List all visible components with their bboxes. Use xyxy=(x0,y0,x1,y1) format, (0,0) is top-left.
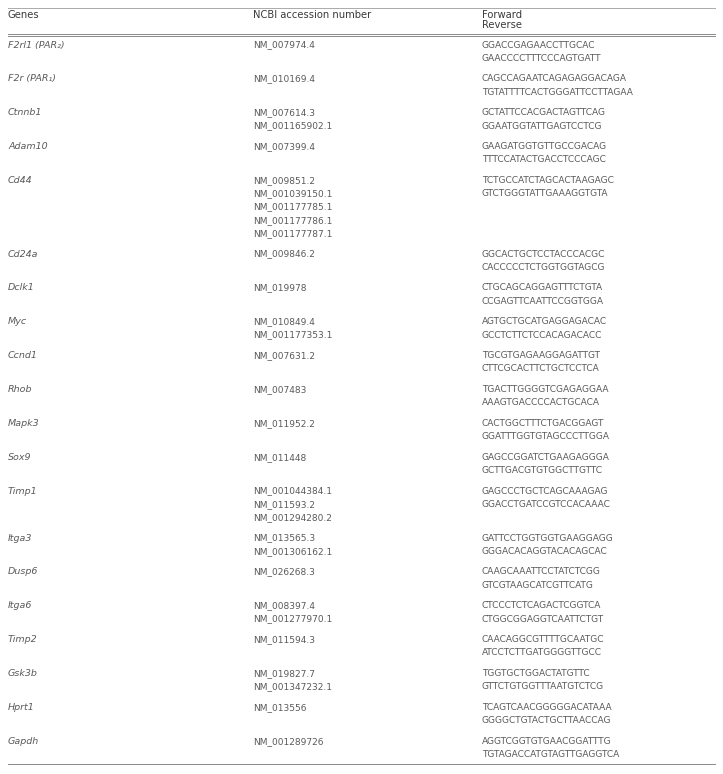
Text: CTTCGCACTTCTGCTCCTCA: CTTCGCACTTCTGCTCCTCA xyxy=(482,365,600,373)
Text: TGTAGACCATGTAGTTGAGGTCA: TGTAGACCATGTAGTTGAGGTCA xyxy=(482,750,620,759)
Text: TGGTGCTGGACTATGTTC: TGGTGCTGGACTATGTTC xyxy=(482,669,590,678)
Text: Cd44: Cd44 xyxy=(8,176,33,185)
Text: TGCGTGAGAAGGAGATTGT: TGCGTGAGAAGGAGATTGT xyxy=(482,351,600,360)
Text: Mapk3: Mapk3 xyxy=(8,419,40,428)
Text: NM_001177786.1: NM_001177786.1 xyxy=(253,216,333,224)
Text: GGAATGGTATTGAGTCCTCG: GGAATGGTATTGAGTCCTCG xyxy=(482,122,602,131)
Text: NM_001165902.1: NM_001165902.1 xyxy=(253,122,333,131)
Text: GGGGCTGTACTGCTTAACCAG: GGGGCTGTACTGCTTAACCAG xyxy=(482,716,612,725)
Text: CAGCCAGAATCAGAGAGGACAGA: CAGCCAGAATCAGAGAGGACAGA xyxy=(482,74,627,84)
Text: CTCCCTCTCAGACTCGGTCA: CTCCCTCTCAGACTCGGTCA xyxy=(482,601,602,611)
Text: Dclk1: Dclk1 xyxy=(8,283,35,293)
Text: NM_011952.2: NM_011952.2 xyxy=(253,419,315,428)
Text: NM_009846.2: NM_009846.2 xyxy=(253,249,315,259)
Text: NM_001289726: NM_001289726 xyxy=(253,737,323,745)
Text: TCAGTCAACGGGGGACATAAA: TCAGTCAACGGGGGACATAAA xyxy=(482,703,612,712)
Text: Hprt1: Hprt1 xyxy=(8,703,35,712)
Text: AGGTCGGTGTGAACGGATTTG: AGGTCGGTGTGAACGGATTTG xyxy=(482,737,612,745)
Text: NM_007614.3: NM_007614.3 xyxy=(253,108,315,118)
Text: Ccnd1: Ccnd1 xyxy=(8,351,38,360)
Text: CACCCCCTCTGGTGGTAGCG: CACCCCCTCTGGTGGTAGCG xyxy=(482,263,605,272)
Text: GGACCGAGAACCTTGCAC: GGACCGAGAACCTTGCAC xyxy=(482,40,596,50)
Text: Sox9: Sox9 xyxy=(8,453,32,461)
Text: Myc: Myc xyxy=(8,317,27,327)
Text: TGTATTTTCACTGGGATTCCTTAGAA: TGTATTTTCACTGGGATTCCTTAGAA xyxy=(482,87,633,97)
Text: GAGCCCTGCTCAGCAAAGAG: GAGCCCTGCTCAGCAAAGAG xyxy=(482,487,609,495)
Text: NM_019978: NM_019978 xyxy=(253,283,307,293)
Text: GCTATTCCACGACTAGTTCAG: GCTATTCCACGACTAGTTCAG xyxy=(482,108,606,118)
Text: NCBI accession number: NCBI accession number xyxy=(253,10,371,20)
Text: GAAGATGGTGTTGCCGACAG: GAAGATGGTGTTGCCGACAG xyxy=(482,142,607,151)
Text: GTCGTAAGCATCGTTCATG: GTCGTAAGCATCGTTCATG xyxy=(482,580,594,590)
Text: TCTGCCATCTAGCACTAAGAGC: TCTGCCATCTAGCACTAAGAGC xyxy=(482,176,614,185)
Text: Cd24a: Cd24a xyxy=(8,249,38,259)
Text: AAAGTGACCCCACTGCACA: AAAGTGACCCCACTGCACA xyxy=(482,398,600,407)
Text: CTGCAGCAGGAGTTTCTGTA: CTGCAGCAGGAGTTTCTGTA xyxy=(482,283,603,293)
Text: CAAGCAAATTCCTATCTCGG: CAAGCAAATTCCTATCTCGG xyxy=(482,567,601,577)
Text: GCTTGACGTGTGGCTTGTTC: GCTTGACGTGTGGCTTGTTC xyxy=(482,466,603,475)
Text: NM_011593.2: NM_011593.2 xyxy=(253,500,315,509)
Text: NM_010849.4: NM_010849.4 xyxy=(253,317,315,327)
Text: NM_009851.2: NM_009851.2 xyxy=(253,176,315,185)
Text: GGACCTGATCCGTCCACAAAC: GGACCTGATCCGTCCACAAAC xyxy=(482,500,611,509)
Text: NM_001044384.1: NM_001044384.1 xyxy=(253,487,332,495)
Text: NM_001347232.1: NM_001347232.1 xyxy=(253,682,332,691)
Text: GGGACACAGGTACACAGCAC: GGGACACAGGTACACAGCAC xyxy=(482,547,608,556)
Text: NM_001294280.2: NM_001294280.2 xyxy=(253,513,332,522)
Text: GAGCCGGATCTGAAGAGGGA: GAGCCGGATCTGAAGAGGGA xyxy=(482,453,610,461)
Text: Gapdh: Gapdh xyxy=(8,737,39,745)
Text: NM_007974.4: NM_007974.4 xyxy=(253,40,315,50)
Text: CAACAGGCGTTTTGCAATGC: CAACAGGCGTTTTGCAATGC xyxy=(482,635,604,644)
Text: AGTGCTGCATGAGGAGACAC: AGTGCTGCATGAGGAGACAC xyxy=(482,317,607,327)
Text: Reverse: Reverse xyxy=(482,19,522,29)
Text: Ctnnb1: Ctnnb1 xyxy=(8,108,43,118)
Text: Timp2: Timp2 xyxy=(8,635,38,644)
Text: GTCTGGGTATTGAAAGGTGTA: GTCTGGGTATTGAAAGGTGTA xyxy=(482,189,609,198)
Text: NM_011448: NM_011448 xyxy=(253,453,307,461)
Text: NM_007631.2: NM_007631.2 xyxy=(253,351,315,360)
Text: Dusp6: Dusp6 xyxy=(8,567,38,577)
Text: Adam10: Adam10 xyxy=(8,142,48,151)
Text: NM_026268.3: NM_026268.3 xyxy=(253,567,315,577)
Text: Genes: Genes xyxy=(8,10,40,20)
Text: F2rl1 (PAR₂): F2rl1 (PAR₂) xyxy=(8,40,64,50)
Text: NM_001177353.1: NM_001177353.1 xyxy=(253,330,333,340)
Text: CACTGGCTTTCTGACGGAGT: CACTGGCTTTCTGACGGAGT xyxy=(482,419,604,428)
Text: GGCACTGCTCCTACCCACGC: GGCACTGCTCCTACCCACGC xyxy=(482,249,605,259)
Text: CCGAGTTCAATTCCGGTGGA: CCGAGTTCAATTCCGGTGGA xyxy=(482,296,604,306)
Text: NM_008397.4: NM_008397.4 xyxy=(253,601,315,611)
Text: NM_013556: NM_013556 xyxy=(253,703,307,712)
Text: NM_019827.7: NM_019827.7 xyxy=(253,669,315,678)
Text: NM_007483: NM_007483 xyxy=(253,385,307,394)
Text: NM_001177787.1: NM_001177787.1 xyxy=(253,229,333,238)
Text: GCCTCTTCTCCACAGACACC: GCCTCTTCTCCACAGACACC xyxy=(482,330,602,340)
Text: F2r (PAR₁): F2r (PAR₁) xyxy=(8,74,56,84)
Text: NM_011594.3: NM_011594.3 xyxy=(253,635,315,644)
Text: NM_001039150.1: NM_001039150.1 xyxy=(253,189,333,198)
Text: Rhob: Rhob xyxy=(8,385,33,394)
Text: NM_010169.4: NM_010169.4 xyxy=(253,74,315,84)
Text: NM_007399.4: NM_007399.4 xyxy=(253,142,315,151)
Text: TGACTTGGGGTCGAGAGGAA: TGACTTGGGGTCGAGAGGAA xyxy=(482,385,609,394)
Text: Gsk3b: Gsk3b xyxy=(8,669,38,678)
Text: GTTCTGTGGTTTAATGTCTCG: GTTCTGTGGTTTAATGTCTCG xyxy=(482,682,604,691)
Text: GATTCCTGGTGGTGAAGGAGG: GATTCCTGGTGGTGAAGGAGG xyxy=(482,533,614,543)
Text: NM_001306162.1: NM_001306162.1 xyxy=(253,547,333,556)
Text: NM_001277970.1: NM_001277970.1 xyxy=(253,615,333,624)
Text: NM_001177785.1: NM_001177785.1 xyxy=(253,203,333,211)
Text: Itga3: Itga3 xyxy=(8,533,33,543)
Text: TTTCCATACTGACCTCCCAGC: TTTCCATACTGACCTCCCAGC xyxy=(482,156,606,164)
Text: CTGGCGGAGGTCAATTCTGT: CTGGCGGAGGTCAATTCTGT xyxy=(482,615,604,624)
Text: NM_013565.3: NM_013565.3 xyxy=(253,533,315,543)
Text: ATCCTCTTGATGGGGTTGCC: ATCCTCTTGATGGGGTTGCC xyxy=(482,649,602,657)
Text: Forward: Forward xyxy=(482,10,522,20)
Text: Timp1: Timp1 xyxy=(8,487,38,495)
Text: Itga6: Itga6 xyxy=(8,601,33,611)
Text: GGATTTGGTGTAGCCCTTGGA: GGATTTGGTGTAGCCCTTGGA xyxy=(482,432,610,441)
Text: GAACCCCTTTCCCAGTGATT: GAACCCCTTTCCCAGTGATT xyxy=(482,54,602,63)
